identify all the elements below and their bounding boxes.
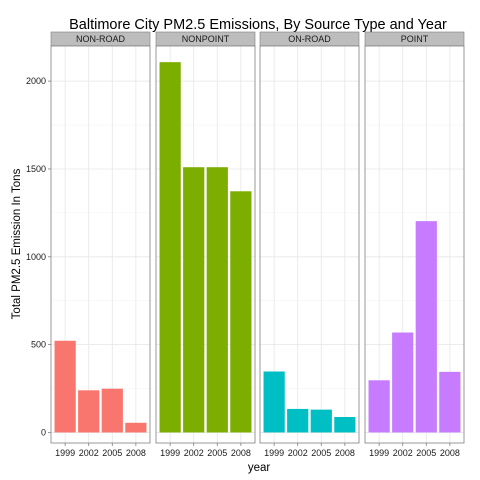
panel-on-road: ON-ROAD 1999 2002 2005 2008 bbox=[259, 31, 360, 458]
panel-border bbox=[259, 45, 360, 444]
bar-point-2008 bbox=[439, 371, 461, 433]
chart-title: Baltimore City PM2.5 Emissions, By Sourc… bbox=[69, 17, 447, 33]
x-tick-label: 2002 bbox=[393, 448, 413, 458]
y-tick-label: 1500 bbox=[26, 164, 46, 174]
bar-nonpoint-1999 bbox=[159, 62, 181, 433]
bar-nonpoint-2008 bbox=[230, 191, 252, 433]
strip-label-nonpoint: NONPOINT bbox=[182, 34, 230, 44]
x-tick-label: 2008 bbox=[335, 448, 355, 458]
x-tick-label: 2008 bbox=[231, 448, 251, 458]
panel-border bbox=[50, 45, 151, 444]
bar-point-2005 bbox=[415, 221, 437, 433]
y-tick-label: 500 bbox=[31, 340, 46, 350]
bar-point-2002 bbox=[392, 332, 414, 433]
x-tick-label: 2005 bbox=[102, 448, 122, 458]
panel-border bbox=[155, 45, 256, 444]
bar-non-road-2005 bbox=[101, 388, 123, 433]
bar-point-1999 bbox=[368, 380, 390, 433]
strip-label-point: POINT bbox=[401, 34, 429, 44]
panel-point: POINT 1999 2002 2005 2008 bbox=[364, 31, 465, 458]
x-tick-label: 1999 bbox=[264, 448, 284, 458]
x-axis-label: year bbox=[248, 462, 271, 474]
bar-on-road-2005 bbox=[310, 409, 332, 433]
bar-non-road-2002 bbox=[78, 390, 100, 433]
panel-border bbox=[364, 45, 465, 444]
strip-label-non-road: NON-ROAD bbox=[76, 34, 125, 44]
bar-nonpoint-2005 bbox=[206, 167, 228, 433]
bar-on-road-2002 bbox=[287, 408, 309, 433]
x-tick-label: 2008 bbox=[440, 448, 460, 458]
y-axis: 0 500 1000 1500 2000 bbox=[26, 76, 51, 437]
y-tick-label: 0 bbox=[41, 427, 46, 437]
bar-nonpoint-2002 bbox=[183, 167, 205, 433]
x-tick-label: 2005 bbox=[207, 448, 227, 458]
panel-non-road: NON-ROAD 1999 2002 2005 2008 bbox=[50, 31, 151, 458]
strip-label-on-road: ON-ROAD bbox=[288, 34, 331, 44]
bar-non-road-2008 bbox=[125, 422, 147, 433]
y-tick-label: 2000 bbox=[26, 76, 46, 86]
bar-on-road-2008 bbox=[334, 417, 356, 433]
x-tick-label: 1999 bbox=[369, 448, 389, 458]
x-tick-label: 2005 bbox=[311, 448, 331, 458]
x-tick-label: 1999 bbox=[160, 448, 180, 458]
x-tick-label: 2008 bbox=[126, 448, 146, 458]
y-tick-label: 1000 bbox=[26, 252, 46, 262]
panel-nonpoint: NONPOINT 1999 2002 2005 2008 bbox=[155, 31, 256, 458]
y-axis-label: Total PM2.5 Emission In Tons bbox=[11, 168, 23, 319]
x-tick-label: 2002 bbox=[184, 448, 204, 458]
bar-non-road-1999 bbox=[54, 340, 76, 433]
x-tick-label: 1999 bbox=[55, 448, 75, 458]
bar-on-road-1999 bbox=[263, 371, 285, 433]
x-tick-label: 2005 bbox=[416, 448, 436, 458]
x-tick-label: 2002 bbox=[79, 448, 99, 458]
x-tick-label: 2002 bbox=[288, 448, 308, 458]
